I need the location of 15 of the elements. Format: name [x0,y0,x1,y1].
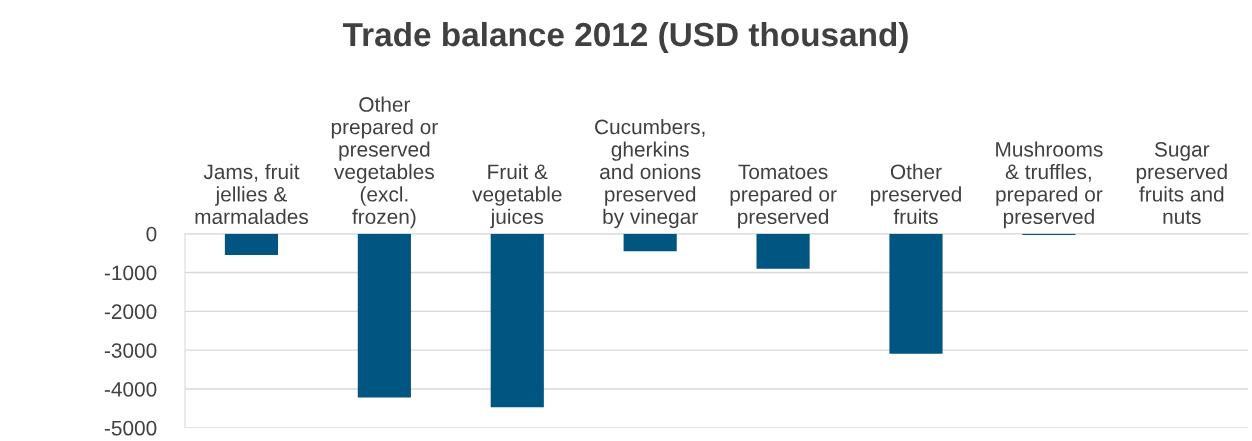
x-tick-label: Mushrooms & truffles, prepared or preserved [996,141,1103,229]
y-tick-label: -1000 [104,265,157,281]
x-tick-label: Tomatoes prepared or preserved [730,164,837,229]
x-tick-label: Jams, fruit jellies & marmalades [195,163,309,225]
y-tick-label: -5000 [104,420,157,436]
x-tick-label: Other preserved fruits [871,163,961,225]
y-tick-label: -3000 [104,343,157,358]
x-tick-label: Sugar preserved fruits and nuts [1136,141,1227,225]
x-tick-label: Fruit & vegetable juices [472,163,562,229]
chart-title: Trade balance 2012 (USD thousand) [342,21,908,54]
y-tick-label: -2000 [104,304,157,320]
x-tick-label: Cucumbers, gherkins and onions preserved by vinegar [595,118,705,229]
y-tick-label: 0 [146,226,157,242]
x-tick-label: Other prepared or preserved vegetables (excl. frozen) [331,96,438,229]
y-tick-label: -4000 [104,381,157,397]
